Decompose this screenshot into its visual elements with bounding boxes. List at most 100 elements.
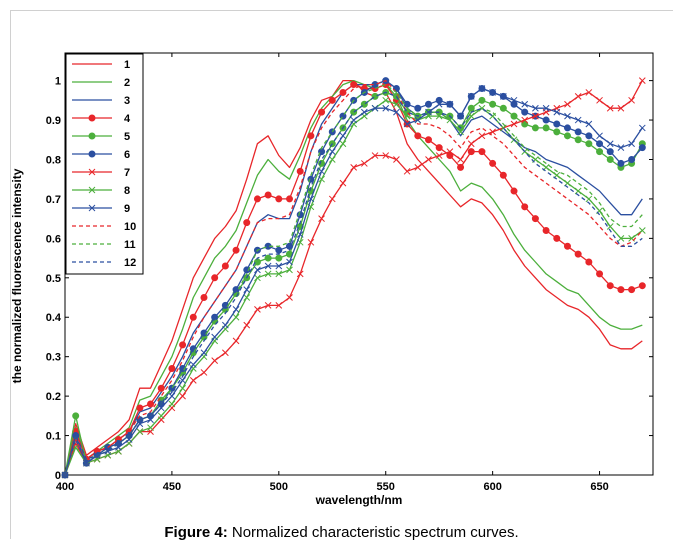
data-point <box>478 85 486 92</box>
data-point <box>264 254 272 262</box>
figure-frame <box>10 10 673 539</box>
data-point <box>446 152 454 160</box>
legend-label: 6 <box>124 149 130 161</box>
data-point <box>628 140 635 148</box>
data-point <box>286 294 293 301</box>
data-point <box>264 262 272 270</box>
data-point <box>532 112 539 120</box>
data-point <box>179 384 186 392</box>
data-point <box>574 93 582 100</box>
data-point <box>307 238 315 246</box>
data-point <box>339 88 347 96</box>
data-point <box>521 108 529 116</box>
data-point <box>328 148 336 155</box>
data-point <box>339 132 347 140</box>
data-point <box>232 286 240 294</box>
data-point <box>168 400 176 408</box>
legend-marker <box>88 114 96 122</box>
data-point <box>264 191 272 199</box>
figure-caption-text: Normalized characteristic spectrum curve… <box>227 524 519 541</box>
data-point <box>147 400 155 408</box>
data-point <box>606 148 614 156</box>
data-point <box>211 357 219 364</box>
data-point <box>189 376 197 384</box>
y-tick-label: 0.7 <box>46 194 61 206</box>
data-point <box>286 258 293 266</box>
data-point <box>617 159 625 167</box>
data-point <box>360 160 368 167</box>
data-point <box>147 424 154 432</box>
data-point <box>521 120 529 128</box>
series-2 <box>64 79 643 476</box>
data-point <box>574 116 582 124</box>
series-4 <box>61 81 646 479</box>
data-point <box>83 459 90 467</box>
data-point <box>211 333 219 341</box>
x-tick-label: 400 <box>56 481 74 493</box>
series-line-2 <box>64 79 643 476</box>
data-point <box>446 100 454 108</box>
data-point <box>553 108 561 116</box>
data-point <box>157 412 165 420</box>
legend-item-6: 6 <box>72 149 130 161</box>
data-point <box>232 246 240 254</box>
data-point <box>254 274 261 282</box>
legend-marker <box>88 204 96 212</box>
data-point <box>296 167 304 175</box>
data-point <box>360 108 368 116</box>
data-point <box>243 294 251 301</box>
data-point <box>232 306 240 313</box>
data-point <box>510 187 518 195</box>
y-tick-label: 0.6 <box>46 233 61 245</box>
data-point <box>307 132 315 140</box>
data-point <box>211 274 219 282</box>
legend-item-2: 2 <box>72 77 130 89</box>
data-point <box>200 349 208 357</box>
y-axis-label: the normalized fluorescence intensity <box>10 168 24 383</box>
figure-caption-label: Figure 4: <box>164 524 228 541</box>
series-line-12 <box>64 91 643 476</box>
data-point <box>638 124 646 132</box>
data-point <box>596 270 604 278</box>
data-point <box>339 140 347 148</box>
legend-item-8: 8 <box>72 185 130 197</box>
data-point <box>286 242 294 250</box>
data-point <box>585 132 593 140</box>
data-point <box>606 140 614 148</box>
data-point <box>617 144 625 152</box>
data-point <box>403 100 411 108</box>
y-tick-label: 0 <box>55 470 61 482</box>
data-point <box>318 215 325 222</box>
y-tick-label: 0.1 <box>46 431 61 443</box>
data-point <box>243 266 251 274</box>
data-point <box>617 235 625 242</box>
data-point <box>532 104 539 112</box>
data-point <box>382 96 390 104</box>
data-point <box>307 195 315 203</box>
data-point <box>489 89 496 96</box>
legend-item-11: 11 <box>72 239 136 251</box>
data-point <box>414 116 422 124</box>
series-10 <box>64 79 643 476</box>
data-point <box>179 376 186 384</box>
series-12 <box>64 91 643 476</box>
data-point <box>510 120 518 128</box>
legend-marker <box>88 186 96 194</box>
data-point <box>499 93 507 100</box>
data-point <box>457 156 464 163</box>
data-point <box>457 163 465 171</box>
data-point <box>628 155 636 163</box>
legend-marker <box>88 168 96 176</box>
legend-label: 1 <box>124 59 130 71</box>
data-point <box>157 384 165 392</box>
y-tick-label: 0.9 <box>46 115 61 127</box>
data-point <box>254 306 261 313</box>
data-point <box>200 369 208 376</box>
data-point <box>596 148 604 156</box>
legend-item-4: 4 <box>72 113 131 125</box>
legend-label: 8 <box>124 185 130 197</box>
data-point <box>553 128 561 136</box>
y-tick-label: 0.2 <box>46 391 61 403</box>
legend-box <box>65 53 144 275</box>
